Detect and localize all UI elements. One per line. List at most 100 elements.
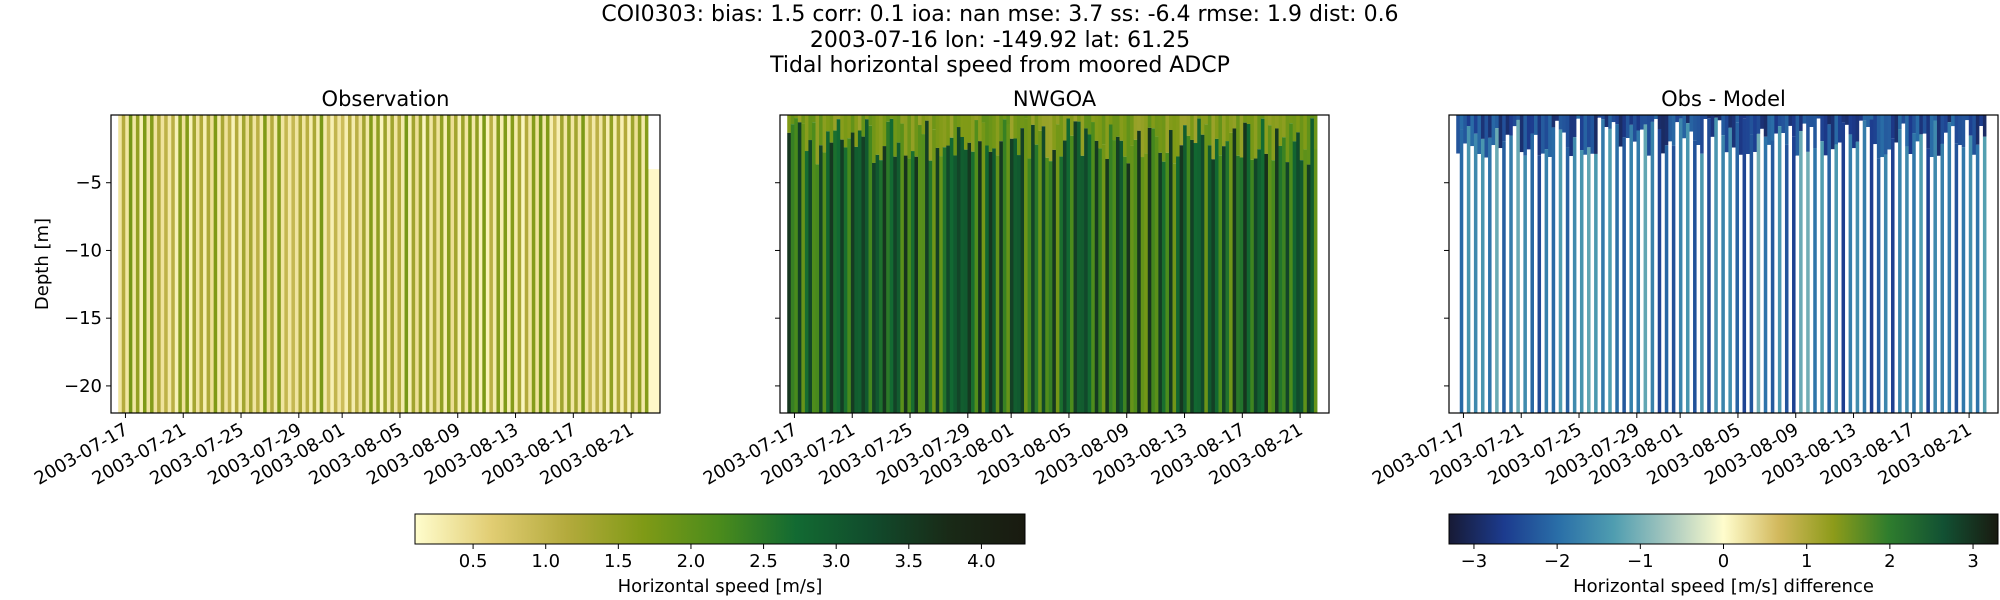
band-cell	[319, 115, 324, 413]
band-cell	[967, 115, 972, 143]
band-cell	[401, 115, 405, 413]
colorbar-tick-label: 2.0	[677, 551, 706, 572]
band-cell	[259, 115, 264, 413]
band-cell	[195, 115, 200, 413]
band-cell	[857, 115, 862, 131]
band-cell	[531, 115, 536, 413]
band-cell	[907, 115, 912, 159]
band-cell	[1555, 120, 1560, 413]
band-cell	[833, 130, 838, 413]
band-cell	[482, 115, 487, 413]
band-cell	[1562, 132, 1567, 413]
colorbar-tick-label: −3	[1461, 551, 1488, 572]
band-cell	[1951, 126, 1956, 413]
band-cell	[1647, 115, 1652, 156]
band-cell	[1463, 143, 1468, 413]
band-cell	[953, 155, 958, 413]
band-cell	[213, 115, 218, 413]
band-cell	[843, 147, 848, 413]
band-cell	[967, 142, 972, 413]
band-cell	[560, 115, 564, 413]
band-cell	[270, 115, 275, 413]
band-cell	[978, 115, 983, 142]
band-cell	[1310, 115, 1315, 119]
band-cell	[174, 115, 179, 413]
band-cell	[1763, 115, 1768, 137]
band-cell	[1632, 115, 1637, 142]
band-cell	[503, 115, 508, 413]
band-cell	[1555, 115, 1560, 121]
band-cell	[545, 115, 550, 413]
band-cell	[1066, 118, 1071, 413]
band-cell	[804, 115, 809, 152]
band-cell	[1891, 115, 1895, 139]
colorbar-tick-label: 2.5	[749, 551, 778, 572]
band-cell	[358, 115, 363, 413]
band-cell	[1891, 138, 1895, 413]
band-cell	[1024, 115, 1028, 119]
band-cell	[637, 115, 642, 413]
band-cell	[935, 115, 940, 148]
band-cell	[1693, 140, 1697, 413]
band-cell	[995, 115, 1000, 156]
band-cell	[939, 156, 944, 413]
band-cell	[492, 115, 497, 413]
band-cell	[787, 132, 792, 413]
band-cell	[1777, 115, 1782, 127]
band-cell	[1873, 144, 1878, 413]
band-cell	[1735, 122, 1740, 413]
band-cell	[918, 115, 922, 126]
band-cell	[1958, 145, 1963, 413]
band-cell	[1696, 115, 1701, 146]
band-cell	[1922, 133, 1927, 413]
colorbar-gradient	[414, 513, 1026, 545]
band-cell	[1168, 130, 1173, 413]
band-cell	[333, 115, 338, 413]
band-cell	[1926, 148, 1931, 413]
band-cell	[1296, 115, 1301, 133]
band-cell	[1640, 115, 1644, 130]
band-cell	[1668, 115, 1673, 142]
band-cell	[985, 115, 990, 146]
band-cell	[627, 115, 632, 413]
band-cell	[1625, 138, 1630, 413]
band-cell	[1165, 115, 1170, 153]
band-cell	[928, 160, 933, 413]
band-cell	[206, 115, 211, 413]
band-cell	[1498, 148, 1503, 413]
band-cell	[1590, 115, 1595, 154]
band-cell	[872, 162, 876, 413]
band-cell	[1488, 137, 1492, 413]
band-cell	[956, 127, 961, 413]
band-cell	[794, 115, 799, 119]
band-cell	[1827, 115, 1832, 125]
band-cell	[1158, 152, 1163, 413]
band-cell	[302, 115, 306, 413]
band-cell	[1894, 142, 1899, 413]
band-cell	[125, 115, 130, 413]
band-cell	[1062, 140, 1067, 413]
band-cell	[1260, 118, 1265, 413]
band-cell	[1218, 115, 1223, 156]
band-cell	[864, 119, 869, 413]
band-cell	[963, 115, 968, 150]
band-cell	[1257, 149, 1262, 413]
band-cell	[981, 122, 986, 413]
band-cell	[942, 115, 947, 148]
band-cell	[1830, 149, 1835, 413]
band-cell	[121, 115, 126, 413]
band-cell	[549, 115, 554, 413]
band-cell	[1742, 115, 1747, 119]
band-cell	[199, 115, 204, 413]
band-cell	[1767, 115, 1772, 145]
band-cell	[1919, 115, 1924, 135]
band-cell	[1236, 115, 1241, 156]
band-cell	[1749, 134, 1754, 413]
band-cell	[408, 115, 413, 413]
band-cell	[1671, 115, 1676, 146]
band-cell	[337, 115, 342, 413]
band-cell	[1006, 124, 1011, 413]
band-cell	[1041, 115, 1046, 127]
band-cell	[1643, 124, 1648, 413]
band-cell	[886, 115, 891, 122]
